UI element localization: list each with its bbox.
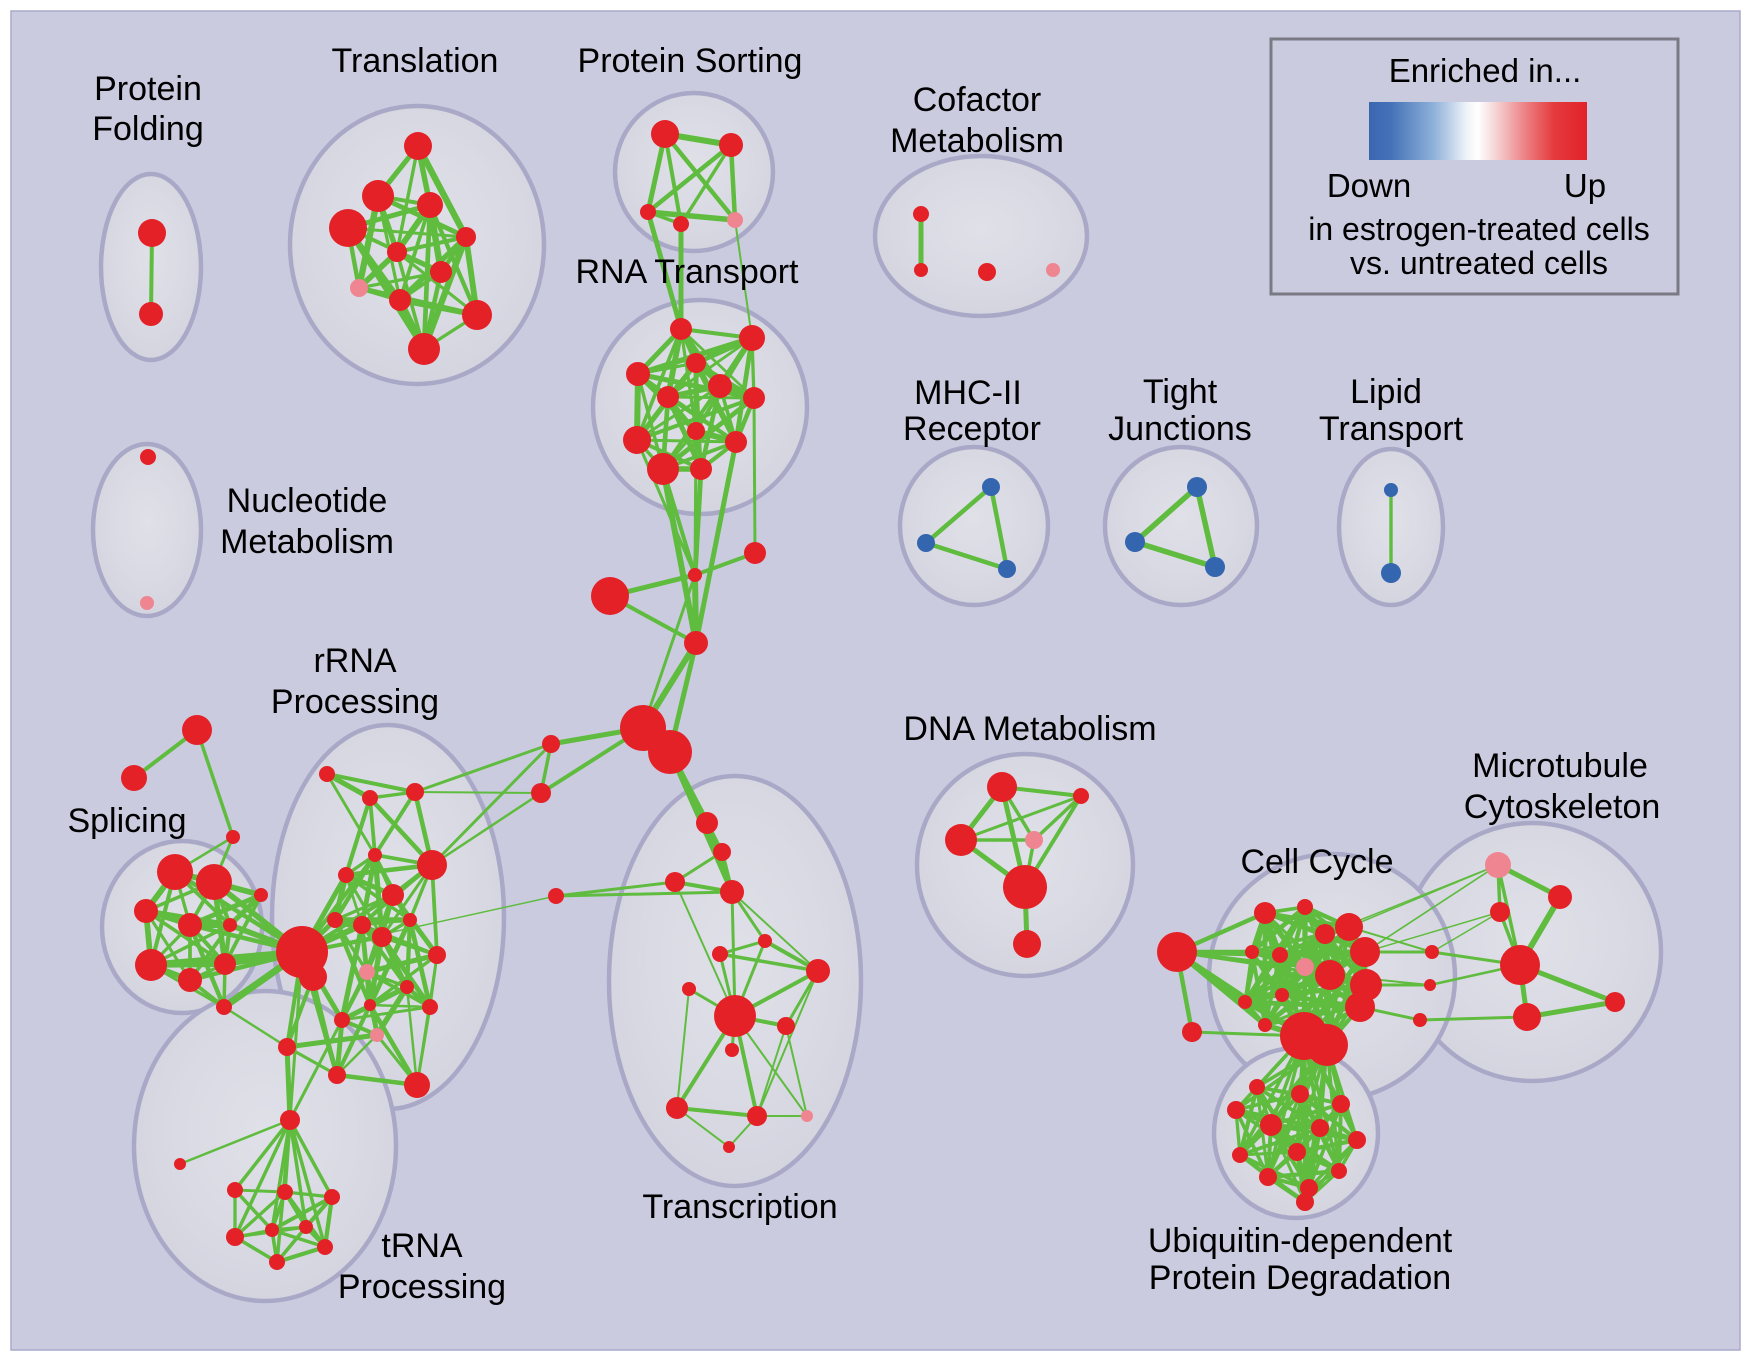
- svg-text:Junctions: Junctions: [1108, 410, 1252, 448]
- svg-text:vs. untreated cells: vs. untreated cells: [1350, 245, 1608, 281]
- svg-text:Transcription: Transcription: [642, 1188, 837, 1226]
- svg-text:Protein: Protein: [94, 70, 202, 108]
- svg-text:Nucleotide: Nucleotide: [227, 482, 388, 520]
- svg-text:Microtubule: Microtubule: [1472, 747, 1648, 785]
- svg-text:Transport: Transport: [1319, 410, 1464, 448]
- svg-text:RNA Transport: RNA Transport: [576, 253, 800, 291]
- svg-text:Protein Sorting: Protein Sorting: [578, 42, 803, 80]
- svg-text:Receptor: Receptor: [903, 410, 1041, 448]
- svg-text:rRNA: rRNA: [313, 642, 396, 680]
- svg-text:tRNA: tRNA: [381, 1227, 463, 1265]
- svg-text:Enriched in...: Enriched in...: [1389, 52, 1582, 89]
- svg-text:Folding: Folding: [92, 110, 204, 148]
- svg-text:Down: Down: [1327, 167, 1411, 204]
- svg-text:Protein Degradation: Protein Degradation: [1149, 1259, 1451, 1297]
- svg-text:Metabolism: Metabolism: [890, 122, 1064, 160]
- svg-text:Processing: Processing: [271, 683, 439, 721]
- svg-text:Lipid: Lipid: [1350, 373, 1422, 411]
- svg-text:MHC-II: MHC-II: [914, 374, 1022, 412]
- svg-text:DNA Metabolism: DNA Metabolism: [903, 710, 1156, 748]
- svg-text:Processing: Processing: [338, 1268, 506, 1306]
- svg-text:Metabolism: Metabolism: [220, 523, 394, 561]
- svg-text:Up: Up: [1564, 167, 1606, 204]
- svg-text:Cell Cycle: Cell Cycle: [1240, 843, 1393, 881]
- svg-text:Cofactor: Cofactor: [913, 81, 1042, 119]
- svg-text:Translation: Translation: [332, 42, 499, 80]
- svg-text:Cytoskeleton: Cytoskeleton: [1464, 788, 1661, 826]
- svg-text:Splicing: Splicing: [67, 802, 186, 840]
- svg-text:Ubiquitin-dependent: Ubiquitin-dependent: [1148, 1222, 1453, 1260]
- svg-text:in estrogen-treated cells: in estrogen-treated cells: [1308, 211, 1650, 247]
- svg-text:Tight: Tight: [1143, 373, 1218, 411]
